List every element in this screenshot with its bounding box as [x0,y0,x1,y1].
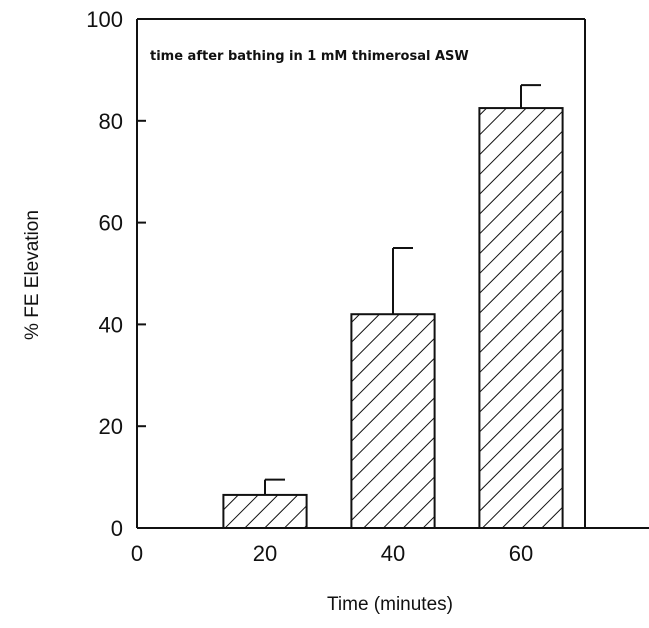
x-tick-label: 40 [381,541,405,566]
x-tick-label: 60 [509,541,533,566]
bar-60 [478,107,564,529]
y-tick-label: 80 [99,109,123,134]
y-tick-label: 20 [99,414,123,439]
bar-40 [350,313,436,529]
tick-labels-layer: 0 20 40 60 80 100 0 20 40 60 [86,7,533,566]
x-tick-label: 20 [253,541,277,566]
y-tick-label: 0 [111,516,123,541]
bars-layer [222,84,564,530]
annotation-text: time after bathing in 1 mM thimerosal AS… [150,49,469,64]
y-tick-label: 60 [99,211,123,236]
x-tick-label: 0 [131,541,143,566]
bar-20 [222,493,308,530]
x-axis-label: Time (minutes) [327,594,453,615]
axes-layer [136,18,649,529]
y-axis-label: % FE Elevation [22,210,43,340]
y-tick-label: 40 [99,312,123,337]
y-tick-label: 100 [86,7,123,32]
